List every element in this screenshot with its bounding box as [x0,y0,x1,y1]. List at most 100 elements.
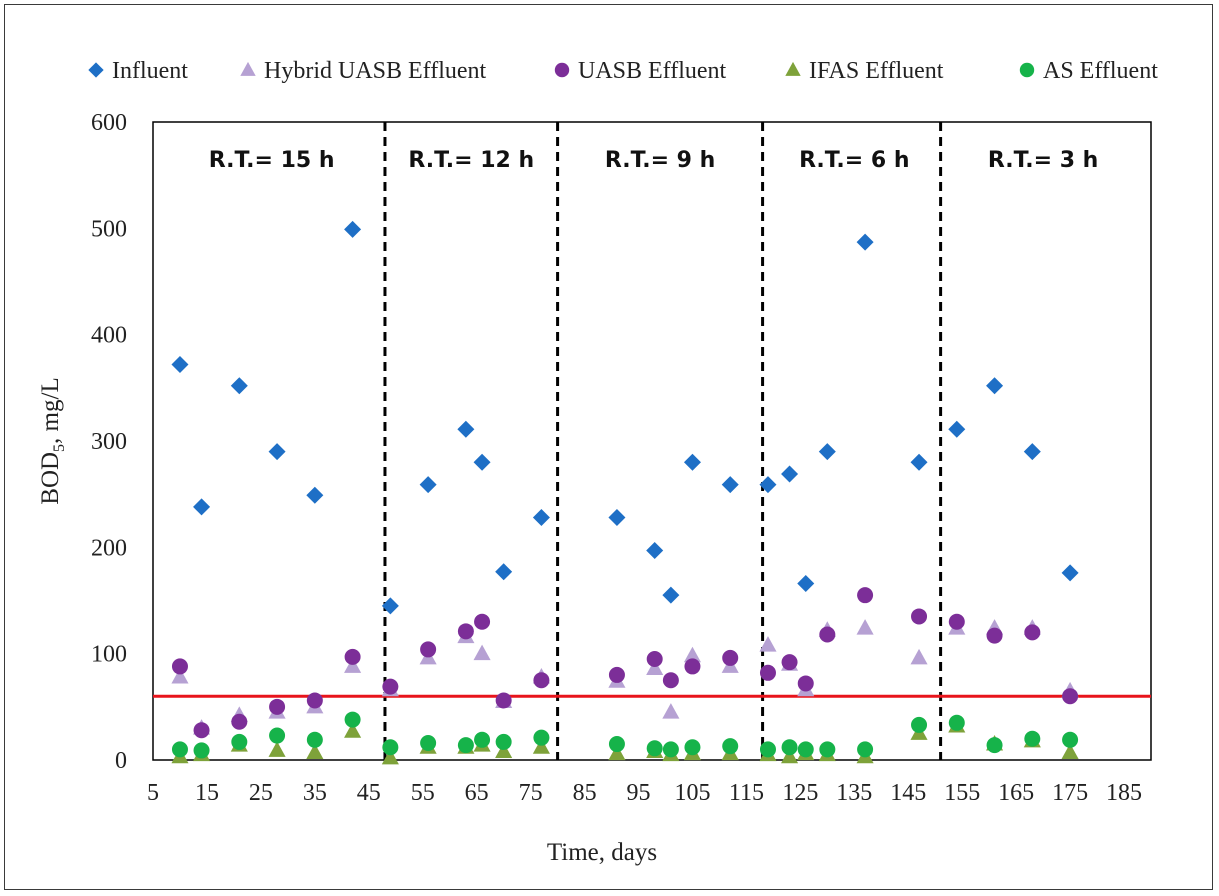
data-point [608,736,625,753]
legend-label: Hybrid UASB Effluent [264,58,487,84]
data-point [419,476,437,494]
data-point [948,714,965,731]
data-point [910,453,928,471]
data-point [986,737,1003,754]
data-point [683,453,701,471]
data-point [381,597,399,615]
series-as-effluent [171,711,1079,759]
phase-label: R.T.= 15 h [209,148,335,173]
data-point [722,649,739,666]
x-tick-label: 125 [782,780,818,806]
data-point [646,659,664,676]
data-point [662,672,679,689]
data-point [662,741,679,758]
data-point [819,626,836,643]
data-point [1062,688,1079,705]
legend-marker [554,62,570,78]
data-point [532,509,550,527]
data-point [684,739,701,756]
data-point [781,747,799,764]
data-point [1062,731,1079,748]
data-point [986,377,1004,395]
data-point [533,729,550,746]
data-point [306,692,323,709]
x-tick-label: 75 [519,780,543,806]
data-point [381,748,399,765]
y-tick-label: 200 [91,535,127,561]
data-point [797,741,814,758]
data-point [306,743,324,760]
data-point [474,613,491,630]
data-point [646,650,663,667]
data-point [306,731,323,748]
data-point [781,739,798,756]
y-axis-title: BOD5, mg/L [37,377,68,504]
data-point [495,563,513,581]
data-point [533,672,550,689]
y-axis-ticks: 0 100 200 300 400 500 600 [91,110,127,774]
data-point [948,613,965,630]
data-point [608,666,625,683]
data-point [818,443,836,461]
data-point [1024,624,1041,641]
legend-marker [240,61,256,76]
data-point [495,742,513,758]
data-point [268,741,286,757]
data-point [269,698,286,715]
legend-entry: IFAS Effluent [785,58,944,84]
data-point [646,542,664,560]
scatter-chart: Influent Hybrid UASB Effluent UASB Effluen… [37,58,1158,866]
series-uasb-effluent [171,587,1079,739]
data-point [230,377,248,395]
phase-label: R.T.= 6 h [799,148,909,173]
data-point [269,727,286,744]
data-point [721,476,739,494]
x-tick-label: 85 [573,780,597,806]
data-point [420,734,437,751]
data-point [171,668,189,684]
x-axis-ticks: 5 15 25 35 45 55 65 75 85 95 105 115 125 135 145 155 165… [147,780,1142,806]
data-point [495,733,512,750]
x-tick-label: 145 [890,780,926,806]
data-point [759,476,777,494]
legend-marker [785,61,801,76]
legend-label: Influent [112,58,188,84]
data-point [683,646,702,663]
chart-frame: Influent Hybrid UASB Effluent UASB Effluen… [4,4,1213,890]
data-point [420,641,437,658]
data-point [911,716,928,733]
data-point [819,741,836,758]
data-point [193,742,210,759]
data-point [382,678,399,695]
y-tick-label: 500 [91,216,127,242]
data-point [1024,730,1041,747]
x-axis-title: Time, days [547,839,657,866]
phase-label: R.T.= 12 h [408,148,534,173]
data-point [722,738,739,755]
legend-entry: UASB Effluent [554,58,727,84]
data-point [1023,443,1041,461]
phase-labels: R.T.= 15 h R.T.= 12 h R.T.= 9 h R.T.= 6 h R.… [209,148,1099,173]
data-point [457,737,474,754]
data-point [474,731,491,748]
x-tick-label: 135 [836,780,872,806]
data-point [662,586,680,604]
data-point [948,420,966,438]
series-influent [171,220,1079,615]
data-point [344,722,362,738]
x-tick-label: 175 [1052,780,1088,806]
x-tick-label: 155 [944,780,980,806]
data-point [857,741,874,758]
y-tick-label: 0 [115,748,127,774]
data-point [759,741,776,758]
x-tick-label: 15 [195,780,219,806]
data-point [473,453,491,471]
x-tick-label: 65 [465,780,489,806]
data-point [473,644,491,661]
data-point [856,233,874,251]
data-point [759,636,777,652]
data-point [268,443,286,461]
x-tick-label: 115 [729,780,764,806]
data-point [231,713,248,730]
data-point [171,355,189,373]
